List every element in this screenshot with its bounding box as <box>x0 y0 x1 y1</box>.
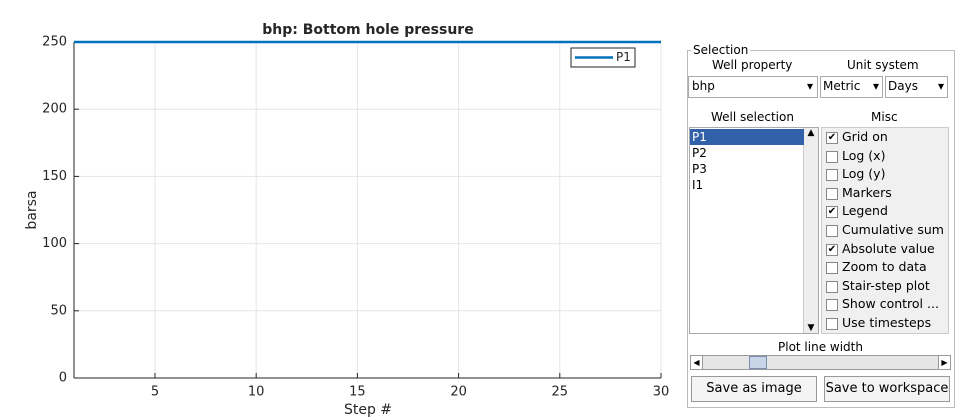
list-item[interactable]: P2 <box>692 146 707 160</box>
slider[interactable]: ◀ ▶ <box>690 355 951 370</box>
misc-options: ✔ Grid on Log (x) Log (y) Markers ✔ Legend Cumu… <box>821 127 949 334</box>
arrow: ▾ <box>937 79 944 93</box>
checkbox[interactable]: ✔ <box>826 206 838 219</box>
dropdown-value: Days <box>888 79 918 93</box>
checkbox[interactable] <box>826 150 838 163</box>
label: Unit system <box>847 58 919 72</box>
arrow: ▾ <box>806 79 813 93</box>
checkbox[interactable]: ✔ <box>826 132 838 144</box>
y-tick-label: 0 <box>59 371 67 386</box>
scroll-up[interactable]: ▲ <box>807 128 815 138</box>
checkbox-label: Log (y) <box>842 166 886 182</box>
checkbox-label: Use timesteps <box>842 315 932 330</box>
button[interactable]: Save to workspace <box>824 376 950 402</box>
listbox[interactable]: ▲ ▼ P1 P2 P3 I1 <box>689 127 819 334</box>
x-tick-label: 20 <box>450 385 467 400</box>
selection-group <box>687 50 955 408</box>
checkbox[interactable]: ✔ <box>826 243 838 256</box>
checkbox-label: Legend <box>842 203 888 219</box>
label: Misc <box>871 110 898 124</box>
checkbox[interactable] <box>826 299 838 312</box>
checkbox[interactable] <box>826 169 838 182</box>
y-tick-label: 250 <box>42 35 67 50</box>
checkbox[interactable] <box>826 280 838 293</box>
arrow: ▾ <box>872 79 879 93</box>
label: Well property <box>712 58 793 72</box>
x-tick-label: 5 <box>151 385 159 400</box>
list-item[interactable]: P1 <box>690 129 804 145</box>
y-tick-label: 100 <box>42 236 67 251</box>
checkbox-label: Markers <box>842 184 892 200</box>
checkbox[interactable] <box>826 318 838 330</box>
y-tick-label: 200 <box>42 102 67 117</box>
checkbox-label: Absolute value <box>842 240 935 256</box>
checkbox-label: Show control ... <box>842 296 939 312</box>
chart-title: bhp: Bottom hole pressure <box>262 22 473 38</box>
scroll-down[interactable]: ▼ <box>807 323 815 333</box>
group-title: Selection <box>691 43 751 57</box>
slider-right[interactable]: ▶ <box>938 356 950 369</box>
dropdown-value: Metric <box>823 79 861 93</box>
dropdown[interactable]: Metric ▾ <box>820 76 883 98</box>
y-tick-label: 150 <box>42 169 67 184</box>
dropdown[interactable]: bhp ▾ <box>688 76 818 98</box>
checkbox[interactable] <box>826 225 838 237</box>
checkbox-label: Cumulative sum <box>842 222 944 237</box>
dropdown[interactable]: Days ▾ <box>885 76 948 98</box>
button[interactable]: Save as image <box>691 376 817 402</box>
checkbox-label: Stair-step plot <box>842 277 930 293</box>
checkbox[interactable] <box>826 187 838 200</box>
slider-left[interactable]: ◀ <box>691 356 703 369</box>
y-axis-label: barsa <box>24 190 40 229</box>
list-item[interactable]: P3 <box>692 162 707 176</box>
x-tick-label: 25 <box>552 385 569 400</box>
checkbox-label: Zoom to data <box>842 259 927 275</box>
chart: bhp: Bottom hole pressure Step # barsa 5… <box>24 22 670 418</box>
label: Well selection <box>711 110 794 124</box>
checkbox[interactable] <box>826 262 838 275</box>
y-tick-label: 50 <box>50 303 67 318</box>
legend-label: P1 <box>616 50 631 64</box>
slider-thumb[interactable] <box>749 356 767 369</box>
checkbox-label: Log (x) <box>842 147 886 163</box>
label: Plot line width <box>778 340 863 354</box>
x-tick-label: 15 <box>349 385 366 400</box>
scrollbar[interactable]: ▲ ▼ <box>803 128 818 333</box>
list-item[interactable]: I1 <box>692 178 704 192</box>
x-tick-label: 10 <box>248 385 265 400</box>
x-axis-label: Step # <box>344 402 392 418</box>
dropdown-value: bhp <box>692 79 715 93</box>
x-tick-label: 30 <box>653 385 670 400</box>
checkbox-label: Grid on <box>842 129 888 144</box>
